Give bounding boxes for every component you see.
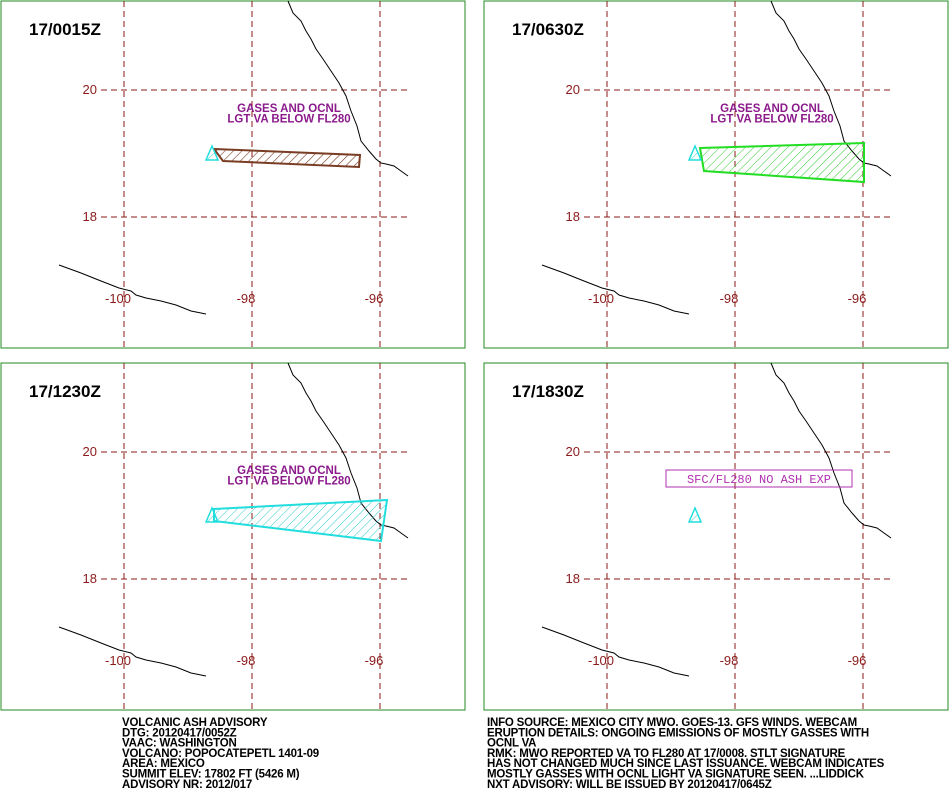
ash-plume [698, 141, 865, 184]
map-panel: 17/1830Z 20 18 -100 -98 -96 SFC/FL280 NO ASH E… [483, 362, 949, 711]
lon-label: -100 [588, 653, 614, 668]
coastline [58, 264, 207, 315]
advisory-line: INFO SOURCE: MEXICO CITY MWO. GOES-13. G… [487, 717, 857, 729]
panel-time: 17/1830Z [512, 382, 584, 401]
lon-label: -100 [105, 291, 131, 306]
ash-plume [213, 498, 389, 543]
advisory-line: ADVISORY NR: 2012/017 [122, 779, 252, 791]
lat-label: 20 [83, 82, 97, 97]
coastline [287, 0, 409, 177]
advisory-line: VOLCANO: POPOCATEPETL 1401-09 [122, 748, 319, 760]
lon-label: -96 [365, 653, 384, 668]
panel-frame [0, 362, 466, 711]
coastline [770, 362, 892, 539]
lat-label: 20 [566, 82, 580, 97]
coastline [541, 626, 690, 677]
lat-label: 18 [566, 209, 580, 224]
plume-annotation: LGT VA BELOW FL280 [227, 114, 350, 126]
plume-annotation: GASES AND OCNL [720, 103, 824, 115]
volcano-marker [687, 144, 703, 161]
advisory-line: VAAC: WASHINGTON [122, 738, 237, 750]
lon-label: -100 [588, 291, 614, 306]
panel-frame [0, 0, 466, 349]
advisory-line: AREA: MEXICO [122, 758, 205, 770]
advisory-line: RMK: MWO REPORTED VA TO FL280 AT 17/0008… [487, 748, 846, 760]
lon-label: -96 [848, 291, 867, 306]
plume-annotation: GASES AND OCNL [237, 103, 341, 115]
advisory-line: HAS NOT CHANGED MUCH SINCE LAST ISSUANCE… [487, 758, 885, 770]
advisory-line: OCNL VA [487, 738, 536, 750]
coastline [58, 626, 207, 677]
volcano-marker [687, 506, 703, 523]
map-panel: 17/0630Z 20 18 -100 -98 -96 GASES AND OCNLLGT … [483, 0, 949, 349]
ash-plume [211, 147, 362, 169]
plume-annotation: LGT VA BELOW FL280 [227, 476, 350, 488]
lon-label: -96 [365, 291, 384, 306]
coastline [287, 362, 409, 539]
advisory-line: ERUPTION DETAILS: ONGOING EMISSIONS OF M… [487, 727, 869, 739]
advisory-line: NXT ADVISORY: WILL BE ISSUED BY 20120417… [487, 779, 772, 791]
forecast-text: SFC/FL280 NO ASH EXP [687, 473, 831, 487]
lon-label: -98 [237, 653, 256, 668]
lon-label: -98 [720, 653, 739, 668]
map-panel: 17/1230Z 20 18 -100 -98 -96 GASES AND OCNLLGT … [0, 362, 466, 711]
lon-label: -96 [848, 653, 867, 668]
panel-frame [483, 362, 949, 711]
lat-label: 20 [566, 444, 580, 459]
panel-time: 17/0015Z [29, 20, 101, 39]
coastline [770, 0, 892, 177]
lat-label: 18 [566, 571, 580, 586]
panel-frame [483, 0, 949, 349]
lon-label: -98 [720, 291, 739, 306]
advisory-line: VOLCANIC ASH ADVISORY [122, 717, 268, 729]
plume-annotation: GASES AND OCNL [237, 465, 341, 477]
forecast-box [665, 469, 853, 488]
plume-annotation: LGT VA BELOW FL280 [710, 114, 833, 126]
panel-time: 17/0630Z [512, 20, 584, 39]
lat-label: 18 [83, 209, 97, 224]
volcano-marker [204, 144, 220, 161]
coastline [541, 264, 690, 315]
advisory-line: DTG: 20120417/0052Z [122, 727, 237, 739]
lat-label: 20 [83, 444, 97, 459]
lon-label: -100 [105, 653, 131, 668]
panel-time: 17/1230Z [29, 382, 101, 401]
lat-label: 18 [83, 571, 97, 586]
advisory-line: MOSTLY GASSES WITH OCNL LIGHT VA SIGNATU… [487, 769, 865, 781]
map-panel: 17/0015Z 20 18 -100 -98 -96 GASES AND OCNLLGT … [0, 0, 466, 349]
volcano-marker [204, 506, 220, 523]
lon-label: -98 [237, 291, 256, 306]
advisory-line: SUMMIT ELEV: 17802 FT (5426 M) [122, 769, 300, 781]
